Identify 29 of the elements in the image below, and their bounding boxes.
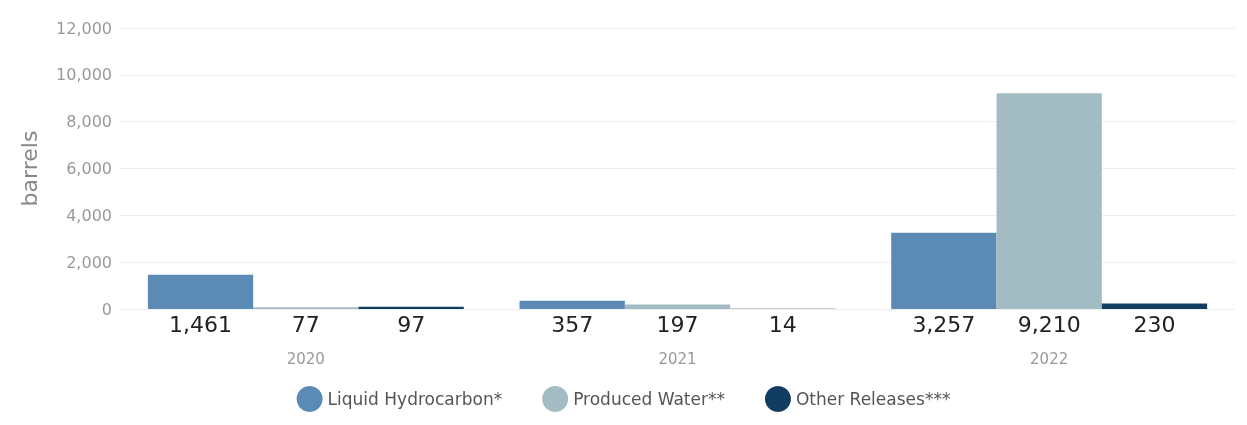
data-label: 3,257 [912, 311, 976, 337]
data-label: 197 [656, 311, 699, 337]
bar [1101, 303, 1208, 309]
x-tick-label: 2021 [658, 349, 697, 368]
data-label: 14 [768, 311, 797, 337]
x-tick-label: 2020 [286, 349, 325, 368]
y-tick-label: 4,000 [66, 205, 112, 225]
legend-label: Produced Water** [573, 389, 725, 409]
bar [519, 300, 625, 309]
y-axis-title: barrels [16, 130, 42, 207]
bar [891, 232, 997, 309]
data-label: 357 [551, 311, 594, 337]
legend-label: Other Releases*** [795, 389, 951, 409]
y-tick-label: 2,000 [66, 252, 112, 272]
data-label: 9,210 [1017, 311, 1081, 337]
bar [624, 304, 731, 309]
y-tick-label: 0 [101, 299, 112, 319]
data-label: 1,461 [169, 311, 233, 337]
y-tick-label: 6,000 [66, 159, 112, 178]
data-label: 77 [291, 311, 320, 337]
bar [996, 93, 1102, 309]
bar [147, 274, 254, 309]
legend-label: Liquid Hydrocarbon* [327, 389, 503, 409]
x-tick-label: 2022 [1030, 349, 1069, 368]
data-label: 97 [397, 311, 426, 337]
y-tick-label: 10,000 [56, 65, 112, 85]
y-tick-label: 12,000 [56, 18, 112, 38]
y-tick-label: 8,000 [66, 112, 112, 132]
data-label: 230 [1133, 311, 1176, 337]
